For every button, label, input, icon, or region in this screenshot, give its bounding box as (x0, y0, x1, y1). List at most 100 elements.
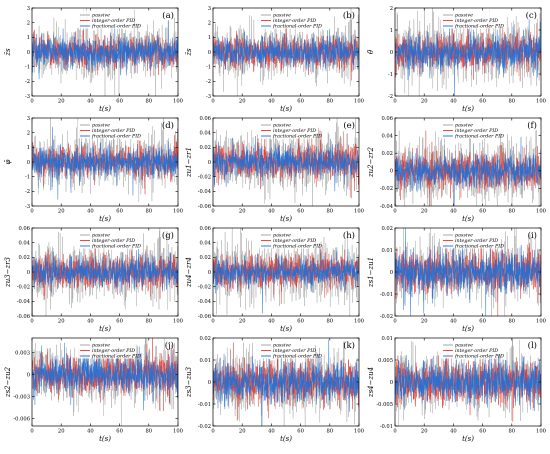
x-tick-label: 20 (421, 99, 428, 105)
y-tick-label: 0.02 (18, 255, 30, 261)
legend-entry: integer-order PID (455, 348, 498, 354)
x-tick-label: 40 (450, 429, 457, 435)
panel-letter: (g) (162, 230, 174, 241)
panel-letter: (d) (162, 120, 174, 131)
legend-entry: fractional-order PID (454, 354, 504, 360)
y-tick-label: -0.04 (198, 189, 212, 195)
y-tick-label: -0.04 (198, 299, 212, 305)
panel-letter: (k) (343, 340, 355, 351)
legend-entry: fractional-order PID (454, 134, 504, 140)
y-tick-label: 0.06 (199, 226, 211, 232)
x-tick-label: 80 (326, 209, 333, 215)
x-tick-label: 0 (30, 319, 33, 325)
panel-letter: (i) (528, 230, 537, 241)
legend-entry: integer-order PID (455, 18, 498, 24)
y-tick-label: -2 (25, 79, 30, 85)
y-tick-label: -0.02 (198, 424, 211, 430)
series-fractional-order-pid (32, 126, 178, 200)
x-tick-label: 0 (211, 319, 214, 325)
legend-entry: fractional-order PID (272, 354, 322, 360)
x-tick-label: 80 (508, 209, 515, 215)
x-tick-label: 80 (326, 99, 333, 105)
x-axis-label: t(s) (99, 435, 111, 443)
y-tick-label: -0.006 (13, 416, 30, 422)
y-tick-label: 2 (390, 6, 393, 12)
x-axis-label: t(s) (462, 435, 474, 443)
y-tick-label: 0 (390, 380, 393, 386)
series-fractional-order-pid (395, 19, 541, 96)
legend-entry: passive (92, 13, 110, 19)
y-axis-label: zu2−zr2 (367, 146, 375, 178)
y-tick-label: 0 (27, 160, 30, 166)
legend-entry: fractional-order PID (91, 244, 141, 250)
x-tick-label: 80 (508, 429, 515, 435)
y-axis-label: z̈s (185, 48, 193, 57)
panel-k: 0 20 40 60 80 100 -0.02 -0.01 0 0.01 0.02 t(s) zs3−z… (185, 336, 364, 443)
y-tick-label: -1 (25, 64, 30, 70)
legend-entry: passive (455, 13, 473, 19)
series-fractional-order-pid (213, 247, 359, 314)
y-axis-label: zs1−zu1 (367, 257, 375, 288)
panel-d: 0 20 40 60 80 100 -3 -2 -1 0 1 2 3 t(s) φ̈ (d) passivein… (4, 116, 183, 223)
x-tick-label: 20 (58, 99, 65, 105)
y-axis-label: zu3−zr3 (4, 256, 12, 288)
x-tick-label: 0 (393, 99, 396, 105)
y-tick-label: -0.005 (376, 402, 393, 408)
y-tick-label: 0.02 (199, 145, 211, 151)
y-axis-label: zu1−zr1 (185, 147, 193, 178)
y-tick-label: -1 (25, 174, 30, 180)
x-tick-label: 100 (173, 319, 183, 325)
panel-i: 0 20 40 60 80 100 -0.02 -0.01 0 0.01 0.02 t(s) zs1−z… (367, 226, 546, 333)
plot-frame (31, 337, 179, 427)
y-tick-label: 0.01 (381, 336, 393, 342)
legend-entry: fractional-order PID (91, 354, 141, 360)
x-axis-label: t(s) (462, 325, 474, 333)
y-tick-label: 0.04 (18, 240, 30, 246)
y-tick-label: -0.06 (17, 314, 30, 320)
y-tick-label: 1 (27, 145, 30, 151)
y-tick-label: 0 (208, 50, 211, 56)
legend-entry: passive (273, 123, 291, 129)
x-tick-label: 40 (268, 99, 275, 105)
x-tick-label: 60 (479, 319, 486, 325)
panel-a: 0 20 40 60 80 100 -3 -2 -1 0 1 2 3 t(s) z̈s (a) passivei… (4, 6, 183, 113)
y-tick-label: 2 (208, 20, 211, 26)
panel-e: 0 20 40 60 80 100 -0.06 -0.04 -0.02 0 0.02 0.04 0.06… (185, 116, 364, 223)
x-tick-label: 100 (354, 99, 364, 105)
y-tick-label: 3 (27, 116, 30, 122)
y-tick-label: 1 (208, 35, 211, 41)
series-fractional-order-pid (213, 339, 359, 426)
y-tick-label: -1 (388, 72, 393, 78)
x-tick-label: 100 (354, 319, 364, 325)
series-passive (395, 129, 541, 206)
x-axis-label: t(s) (462, 215, 474, 223)
series-fractional-order-pid (32, 20, 178, 80)
x-tick-label: 60 (116, 209, 123, 215)
y-tick-label: -3 (25, 94, 30, 100)
legend-entry: fractional-order PID (272, 244, 322, 250)
x-tick-label: 20 (421, 429, 428, 435)
y-tick-label: -0.02 (198, 174, 211, 180)
y-tick-label: -0.06 (198, 314, 211, 320)
y-axis-label: zu4−zr4 (185, 257, 193, 288)
legend-entry: integer-order PID (273, 348, 316, 354)
legend-entry: fractional-order PID (272, 134, 322, 140)
legend-entry: fractional-order PID (91, 134, 141, 140)
legend-entry: fractional-order PID (454, 244, 504, 250)
x-tick-label: 80 (145, 209, 152, 215)
x-tick-label: 0 (393, 319, 396, 325)
y-tick-label: -0.02 (380, 314, 393, 320)
x-tick-label: 20 (421, 209, 428, 215)
x-tick-label: 0 (30, 99, 33, 105)
legend-entry: passive (273, 13, 291, 19)
x-tick-label: 20 (239, 319, 246, 325)
y-tick-label: 0 (390, 270, 393, 276)
y-tick-label: 0.01 (199, 358, 211, 364)
x-tick-label: 100 (536, 319, 546, 325)
y-tick-label: -0.02 (198, 284, 211, 290)
x-tick-label: 0 (211, 209, 214, 215)
